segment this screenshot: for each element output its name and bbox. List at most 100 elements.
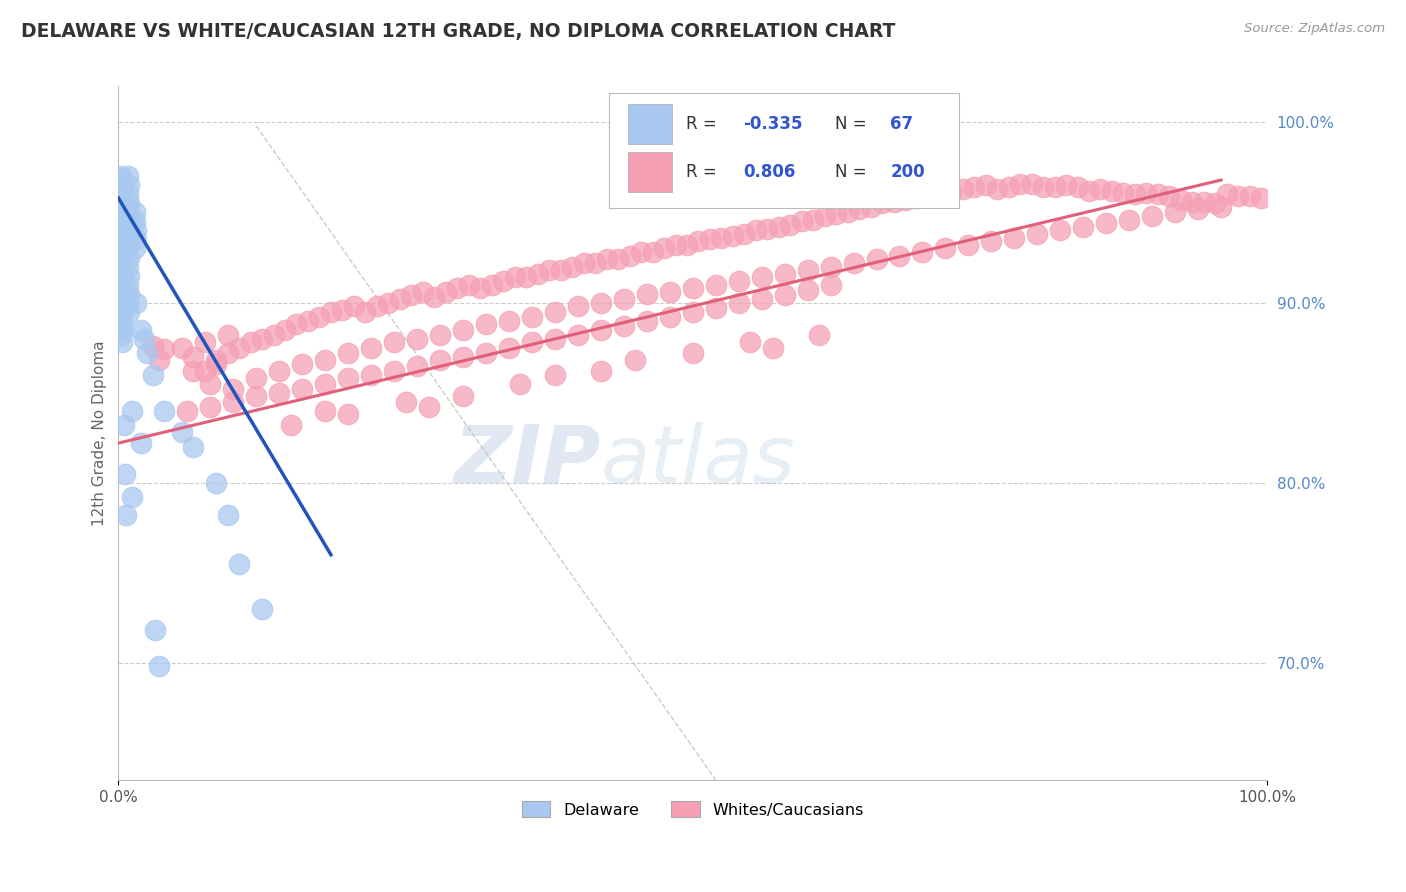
Point — [589, 295, 612, 310]
Point — [205, 357, 228, 371]
Point — [814, 209, 837, 223]
Point — [360, 368, 382, 382]
Point — [980, 235, 1002, 249]
Point — [110, 169, 132, 184]
Point — [280, 418, 302, 433]
Point — [842, 256, 865, 270]
Point — [245, 389, 267, 403]
Point — [1147, 187, 1170, 202]
Point — [820, 260, 842, 274]
Point — [110, 292, 132, 306]
Point — [406, 332, 429, 346]
Text: DELAWARE VS WHITE/CAUCASIAN 12TH GRADE, NO DIPLOMA CORRELATION CHART: DELAWARE VS WHITE/CAUCASIAN 12TH GRADE, … — [21, 22, 896, 41]
Point — [111, 178, 134, 193]
Point — [337, 407, 360, 421]
Point — [1054, 178, 1077, 193]
Point — [110, 196, 132, 211]
Point — [572, 256, 595, 270]
Point — [883, 194, 905, 209]
Point — [721, 228, 744, 243]
Point — [194, 335, 217, 350]
Point — [790, 214, 813, 228]
Point — [481, 277, 503, 292]
Point — [641, 245, 664, 260]
Point — [636, 286, 658, 301]
Point — [1135, 186, 1157, 200]
Point — [1066, 180, 1088, 194]
Text: ZIP: ZIP — [454, 422, 600, 500]
Point — [117, 169, 139, 184]
Point — [132, 332, 155, 346]
Point — [142, 368, 165, 382]
Text: R =: R = — [686, 115, 721, 133]
Point — [451, 389, 474, 403]
Point — [429, 353, 451, 368]
Point — [762, 341, 785, 355]
Point — [291, 357, 314, 371]
Point — [205, 353, 228, 368]
Point — [544, 368, 567, 382]
Point — [412, 285, 434, 299]
Point — [111, 251, 134, 265]
Point — [688, 235, 710, 249]
Point — [170, 425, 193, 440]
Point — [148, 353, 170, 368]
Point — [1090, 182, 1112, 196]
Point — [520, 310, 543, 324]
Point — [963, 180, 986, 194]
Point — [308, 310, 330, 324]
Point — [269, 364, 291, 378]
Point — [636, 313, 658, 327]
Point — [314, 403, 336, 417]
Point — [1170, 193, 1192, 207]
Point — [550, 263, 572, 277]
Point — [796, 283, 818, 297]
Point — [894, 193, 917, 207]
Point — [475, 346, 498, 360]
Point — [1192, 194, 1215, 209]
Point — [217, 508, 239, 522]
Point — [1159, 189, 1181, 203]
Point — [228, 341, 250, 355]
Point — [124, 223, 146, 237]
Point — [170, 341, 193, 355]
Point — [388, 292, 411, 306]
Point — [544, 332, 567, 346]
Point — [509, 376, 531, 391]
Point — [314, 353, 336, 368]
Point — [217, 328, 239, 343]
Point — [451, 350, 474, 364]
Point — [112, 245, 135, 260]
Point — [205, 475, 228, 490]
Point — [124, 214, 146, 228]
Point — [222, 394, 245, 409]
Point — [1101, 184, 1123, 198]
Point — [314, 376, 336, 391]
Point — [124, 205, 146, 219]
Point — [112, 418, 135, 433]
Point — [727, 295, 749, 310]
Point — [1021, 177, 1043, 191]
Point — [217, 346, 239, 360]
Point — [200, 376, 222, 391]
Point — [498, 313, 520, 327]
Point — [1112, 186, 1135, 200]
Point — [360, 341, 382, 355]
Point — [112, 304, 135, 318]
Point — [870, 196, 893, 211]
Point — [118, 214, 141, 228]
Point — [928, 187, 950, 202]
Point — [538, 263, 561, 277]
Point — [1227, 189, 1250, 203]
Point — [200, 400, 222, 414]
Point — [124, 295, 146, 310]
Point — [865, 252, 887, 267]
Point — [115, 508, 138, 522]
Point — [118, 304, 141, 318]
Point — [394, 394, 416, 409]
Point — [110, 328, 132, 343]
Point — [1250, 191, 1272, 205]
Point — [250, 602, 273, 616]
Point — [704, 301, 727, 315]
Point — [131, 322, 153, 336]
